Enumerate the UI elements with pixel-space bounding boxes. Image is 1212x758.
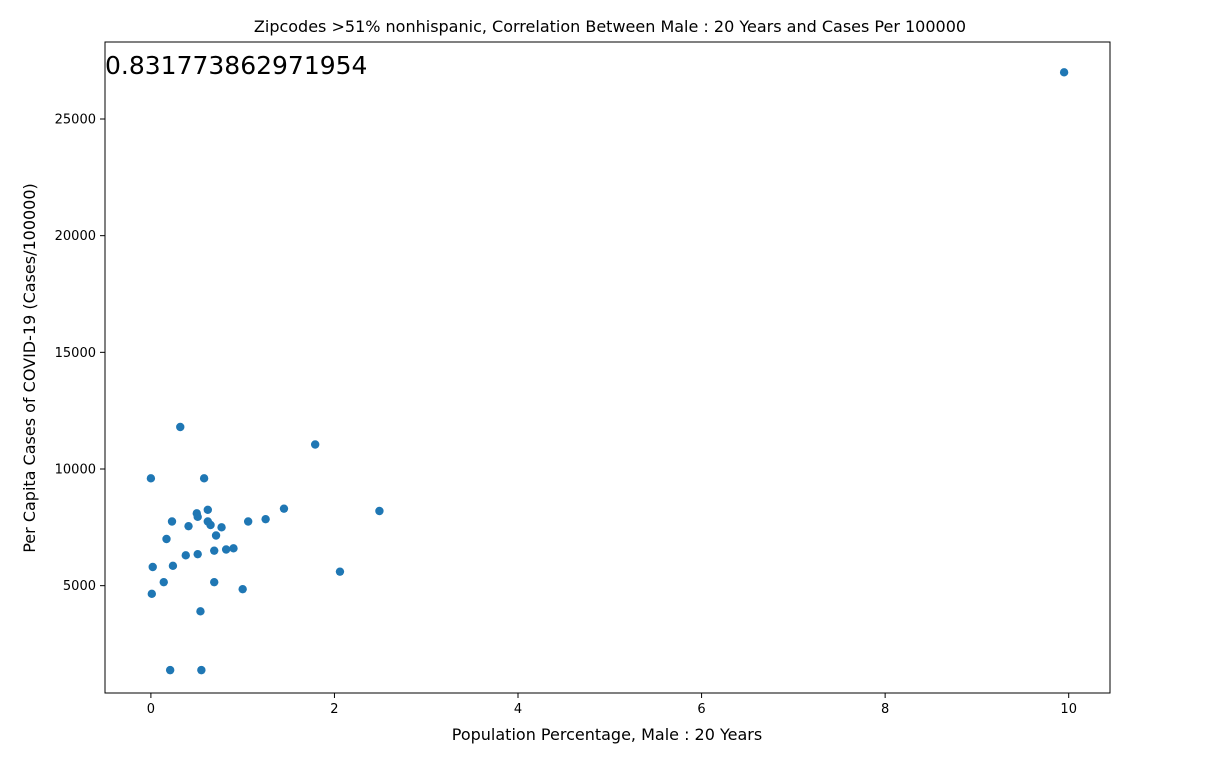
data-point — [1059, 68, 1069, 77]
data-point — [147, 589, 157, 599]
data-point — [203, 505, 212, 515]
data-point — [279, 504, 289, 513]
data-point — [206, 520, 215, 530]
data-point — [168, 561, 178, 571]
x-tick-label: 10 — [1060, 702, 1077, 717]
y-tick-label: 10000 — [55, 463, 96, 478]
data-point — [148, 562, 157, 572]
data-point — [375, 506, 384, 516]
data-point — [159, 577, 168, 587]
chart-title: Zipcodes >51% nonhispanic, Correlation B… — [254, 17, 966, 36]
x-tick-label: 0 — [147, 702, 155, 717]
plot-frame — [104, 41, 1111, 694]
x-axis-label: Population Percentage, Male : 20 Years — [452, 725, 762, 744]
data-point — [197, 665, 206, 675]
scatter-points — [146, 68, 1069, 675]
data-point — [217, 523, 226, 532]
data-point — [196, 607, 205, 616]
data-point — [184, 521, 193, 531]
data-point — [199, 474, 209, 483]
data-point — [176, 422, 185, 432]
correlation-annotation: 0.831773862971954 — [105, 51, 367, 80]
data-point — [229, 544, 238, 553]
data-point — [193, 549, 202, 559]
data-point — [167, 517, 177, 526]
x-tick-label: 2 — [330, 702, 338, 717]
data-point — [210, 546, 219, 555]
y-axis: 5000 10000 15000 20000 25000 — [55, 113, 105, 594]
data-point — [221, 545, 231, 554]
data-point — [261, 514, 270, 524]
y-tick-label: 15000 — [55, 346, 96, 361]
data-point — [210, 577, 219, 587]
x-tick-label: 4 — [514, 702, 522, 717]
x-tick-label: 8 — [881, 702, 889, 717]
y-tick-label: 20000 — [55, 229, 96, 244]
x-axis: 0 2 4 6 8 10 — [147, 693, 1077, 717]
data-point — [181, 551, 190, 560]
data-point — [193, 512, 202, 522]
data-point — [146, 474, 156, 483]
data-point — [165, 665, 175, 675]
data-point — [211, 531, 221, 540]
data-point — [238, 584, 247, 594]
y-tick-label: 25000 — [55, 113, 96, 128]
data-point — [162, 534, 171, 544]
data-point — [335, 567, 345, 576]
y-axis-label: Per Capita Cases of COVID-19 (Cases/1000… — [20, 183, 39, 553]
data-point — [310, 440, 320, 449]
x-tick-label: 6 — [697, 702, 705, 717]
data-point — [243, 517, 253, 526]
y-tick-label: 5000 — [63, 579, 96, 594]
